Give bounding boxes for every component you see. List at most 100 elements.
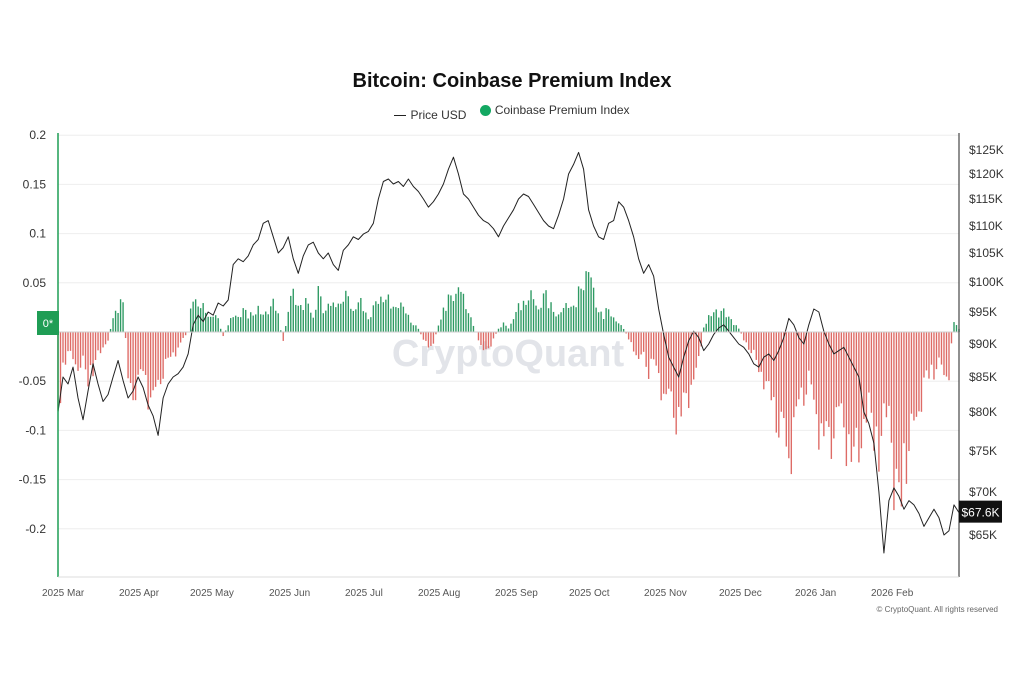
premium-bar xyxy=(532,299,535,332)
premium-bar xyxy=(417,328,420,332)
x-tick-label: 2025 Aug xyxy=(418,588,460,599)
premium-bar xyxy=(82,332,84,356)
right-tick-label: $110K xyxy=(969,219,1003,233)
zero-tag-label: 0* xyxy=(43,318,54,330)
premium-bar xyxy=(898,332,900,483)
premium-bar xyxy=(858,332,860,463)
premium-bar xyxy=(758,332,760,373)
left-tick-label: -0.05 xyxy=(19,374,47,388)
premium-bar xyxy=(480,332,482,346)
premium-bar xyxy=(657,332,660,374)
premium-bar xyxy=(530,290,532,332)
premium-bar xyxy=(162,332,164,379)
premium-bar xyxy=(214,315,217,332)
premium-bar xyxy=(855,332,858,428)
premium-bar xyxy=(845,332,848,467)
premium-bar xyxy=(923,332,925,378)
premium-bar xyxy=(104,332,107,345)
premium-bar xyxy=(235,315,237,332)
legend-item-premium[interactable]: Coinbase Premium Index xyxy=(479,103,630,117)
premium-bar xyxy=(685,332,687,394)
premium-bar xyxy=(485,332,487,350)
premium-bar xyxy=(890,332,893,443)
premium-bar xyxy=(342,301,345,332)
premium-bar xyxy=(622,328,625,332)
premium-bar xyxy=(430,332,432,346)
premium-bar xyxy=(482,332,485,351)
premium-bar xyxy=(920,332,923,412)
premium-bar xyxy=(370,317,372,332)
x-tick-label: 2025 Oct xyxy=(569,588,610,599)
premium-bar xyxy=(470,317,472,332)
premium-bar xyxy=(230,318,232,332)
premium-bars xyxy=(57,271,960,511)
x-tick-label: 2025 Jul xyxy=(345,588,383,599)
legend-line-swatch xyxy=(394,114,407,116)
premium-bar xyxy=(310,312,312,332)
zero-tag-bg xyxy=(37,311,59,335)
premium-bar xyxy=(602,319,605,332)
right-tick-label: $120K xyxy=(969,167,1004,181)
premium-bar xyxy=(853,332,855,447)
premium-bar xyxy=(290,295,292,332)
premium-bar xyxy=(810,332,813,385)
premium-bar xyxy=(127,332,129,379)
premium-bar xyxy=(407,314,410,332)
premium-bar xyxy=(745,332,747,343)
premium-bar xyxy=(552,311,555,332)
premium-bar xyxy=(607,309,610,332)
premium-bar xyxy=(700,332,702,347)
premium-bar xyxy=(252,315,254,332)
premium-bar xyxy=(793,332,795,418)
premium-bar xyxy=(870,332,873,413)
premium-bar xyxy=(705,323,707,332)
premium-bar xyxy=(675,332,677,435)
right-tick-label: $80K xyxy=(969,405,997,419)
premium-bar xyxy=(693,332,695,380)
premium-bar xyxy=(240,317,242,332)
premium-bar xyxy=(522,300,525,332)
premium-bar xyxy=(755,332,757,360)
premium-bar xyxy=(227,325,229,332)
premium-bar xyxy=(580,288,582,332)
premium-bar xyxy=(355,309,357,332)
premium-bar xyxy=(878,332,880,472)
premium-bar xyxy=(935,332,938,370)
premium-bar xyxy=(262,314,264,332)
premium-bar xyxy=(159,332,162,385)
premium-bar xyxy=(865,332,868,423)
premium-bar xyxy=(803,332,805,406)
premium-bar xyxy=(280,330,282,332)
premium-bar xyxy=(667,332,670,389)
premium-bar xyxy=(387,294,390,332)
premium-bar xyxy=(87,332,89,387)
premium-bar xyxy=(77,332,79,371)
premium-bar xyxy=(109,328,112,332)
right-tick-label: $85K xyxy=(969,370,997,384)
premium-bar xyxy=(715,309,717,332)
premium-bar xyxy=(435,332,437,335)
left-tick-label: 0.2 xyxy=(29,128,46,142)
premium-bar xyxy=(202,303,204,332)
premium-bar xyxy=(450,295,452,332)
premium-bar xyxy=(117,312,119,332)
premium-bar xyxy=(410,322,412,332)
premium-bar xyxy=(625,332,627,334)
premium-bar xyxy=(122,302,124,332)
legend-item-price[interactable]: Price USD xyxy=(394,108,466,122)
premium-bar xyxy=(367,319,370,332)
premium-bar xyxy=(377,303,380,332)
premium-bar xyxy=(89,332,92,366)
premium-bar xyxy=(152,332,154,391)
premium-bar xyxy=(315,309,317,332)
premium-bar xyxy=(327,303,329,332)
premium-bar xyxy=(72,332,74,360)
premium-bar xyxy=(292,288,294,332)
premium-bar xyxy=(838,332,840,407)
premium-bar xyxy=(738,328,740,332)
premium-bar xyxy=(813,332,815,400)
premium-bar xyxy=(735,325,737,332)
premium-bar xyxy=(392,306,395,332)
premium-bar xyxy=(142,332,144,372)
